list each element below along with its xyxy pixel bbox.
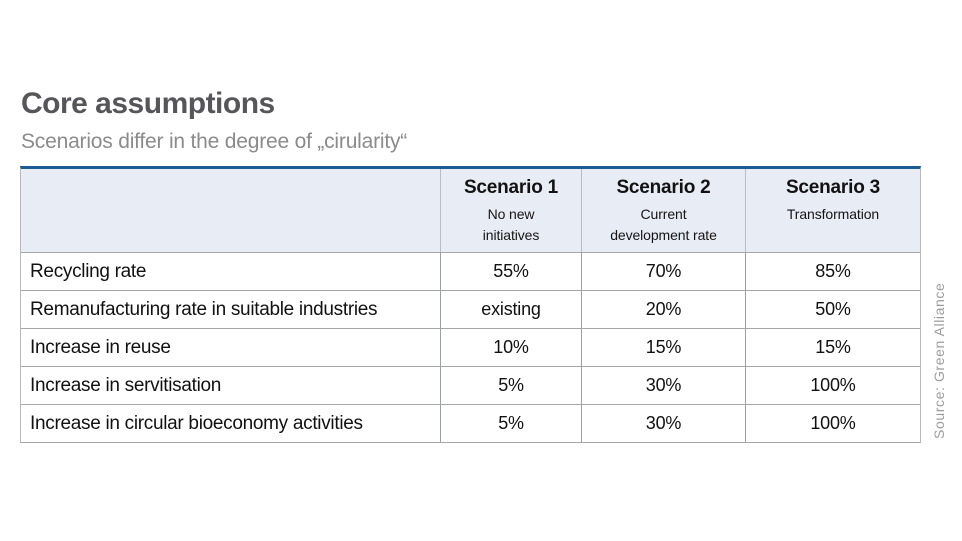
source-credit: Source: Green Alliance [931, 282, 947, 439]
column-header-scenario-2: Scenario 2 Current development rate [581, 169, 745, 253]
assumptions-table-wrap: Scenario 1 No new initiatives Scenario 2… [20, 166, 921, 444]
column-subtitle: Transformation [786, 205, 880, 222]
value-cell: 15% [745, 328, 920, 367]
value-cell: 30% [581, 404, 745, 443]
corner-cell [21, 169, 440, 253]
row-label: Recycling rate [21, 252, 440, 291]
column-header-scenario-3: Scenario 3 Transformation [745, 169, 920, 253]
table-row: Remanufacturing rate in suitable industr… [21, 290, 920, 329]
value-cell: 100% [745, 404, 920, 443]
column-title: Scenario 2 [616, 177, 711, 198]
row-label: Remanufacturing rate in suitable industr… [21, 290, 440, 329]
page-title: Core assumptions [21, 87, 275, 120]
value-cell: 30% [581, 366, 745, 405]
value-cell: 20% [581, 290, 745, 329]
row-label: Increase in servitisation [21, 366, 440, 405]
page-subtitle: Scenarios differ in the degree of „cirul… [21, 130, 408, 153]
table-row: Increase in servitisation 5% 30% 100% [21, 366, 920, 405]
value-cell: 15% [581, 328, 745, 367]
value-cell: 55% [440, 252, 581, 291]
table-row: Increase in reuse 10% 15% 15% [21, 328, 920, 367]
assumptions-table: Scenario 1 No new initiatives Scenario 2… [20, 166, 921, 444]
value-cell: 50% [745, 290, 920, 329]
table-row: Recycling rate 55% 70% 85% [21, 252, 920, 291]
table-row: Increase in circular bioeconomy activiti… [21, 404, 920, 443]
column-header-scenario-1: Scenario 1 No new initiatives [440, 169, 581, 253]
column-subtitle: No new initiatives [482, 205, 540, 244]
header-row: Scenario 1 No new initiatives Scenario 2… [21, 169, 920, 253]
column-subtitle: Current development rate [610, 205, 717, 244]
value-cell: 5% [440, 404, 581, 443]
value-cell: 5% [440, 366, 581, 405]
value-cell: 100% [745, 366, 920, 405]
column-title: Scenario 3 [785, 177, 881, 198]
value-cell: 85% [745, 252, 920, 291]
value-cell: 70% [581, 252, 745, 291]
row-label: Increase in circular bioeconomy activiti… [21, 404, 440, 443]
column-title: Scenario 1 [463, 177, 559, 198]
row-label: Increase in reuse [21, 328, 440, 367]
value-cell: 10% [440, 328, 581, 367]
value-cell: existing [440, 290, 581, 329]
